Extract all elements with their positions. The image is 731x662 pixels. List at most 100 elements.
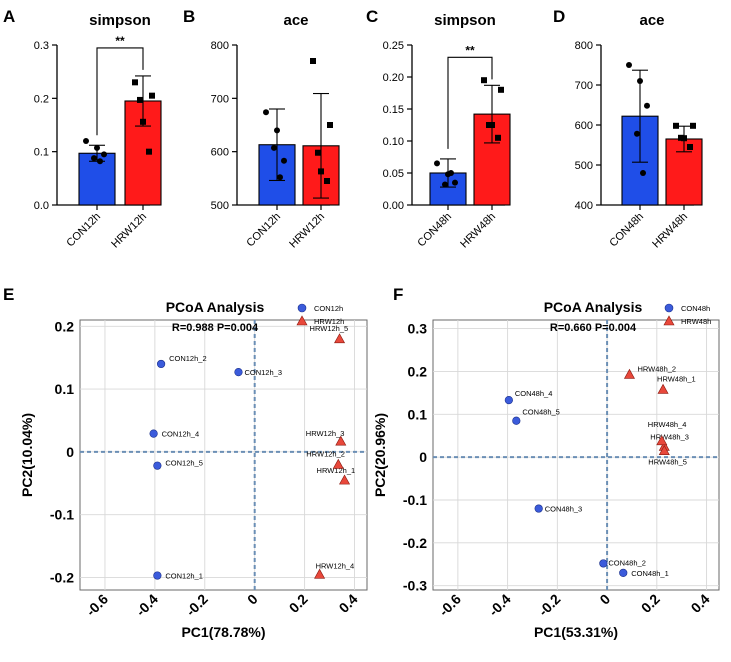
- x-tick-label: -0.4: [133, 591, 162, 620]
- y-tick-label: 0.1: [34, 147, 49, 159]
- data-point: [132, 79, 138, 86]
- point-label: CON48h_5: [522, 408, 560, 417]
- panel-label: A: [3, 7, 15, 26]
- data-point: [690, 122, 696, 129]
- y-tick-label: 0.00: [383, 200, 404, 212]
- data-point: [149, 92, 155, 99]
- x-tick-label: -0.6: [83, 591, 112, 620]
- data-point: [681, 135, 687, 142]
- y-axis-label: PC2(10.04%): [19, 413, 35, 497]
- bar-CON12h: [78, 152, 116, 206]
- scatter-point-HRW48h_4: [656, 435, 668, 446]
- y-tick-label: 0.15: [383, 104, 404, 116]
- y-tick-label: 0.2: [408, 363, 428, 379]
- data-point: [274, 127, 280, 134]
- y-tick-label: 800: [575, 40, 593, 52]
- scatter-point-CON48h_4: [504, 396, 513, 405]
- y-tick-label: 500: [575, 160, 593, 172]
- legend-marker-triangle: [663, 315, 675, 326]
- pcoa-stats: R=0.988 P=0.004: [172, 322, 259, 334]
- data-point: [495, 134, 501, 141]
- pcoa-stats: R=0.660 P=0.004: [550, 322, 637, 334]
- legend-label: CON48h: [681, 304, 710, 313]
- data-point: [91, 155, 97, 162]
- data-point: [137, 96, 143, 103]
- scatter-point-HRW12h_3: [335, 435, 347, 446]
- data-point: [452, 179, 458, 186]
- y-tick-label: 0.1: [55, 381, 75, 397]
- y-tick-label: 0.2: [55, 318, 75, 334]
- legend-label: CON12h: [314, 304, 343, 313]
- y-tick-label: 0.3: [34, 40, 49, 52]
- data-point: [442, 181, 448, 188]
- x-axis-label: PC1(53.31%): [534, 624, 618, 640]
- point-label: CON48h_4: [515, 389, 553, 398]
- data-point: [318, 168, 324, 175]
- data-point: [83, 138, 89, 144]
- data-point: [277, 174, 283, 181]
- legend-marker-circle: [297, 303, 307, 313]
- x-tick-label: CON48h: [607, 211, 646, 250]
- y-tick-label: -0.2: [50, 569, 74, 585]
- x-tick-label: 0: [244, 591, 261, 608]
- data-point: [498, 86, 504, 93]
- point-label: CON48h_3: [545, 505, 583, 514]
- scatter-point-CON48h_2: [599, 559, 608, 568]
- y-tick-label: 0.10: [383, 136, 404, 148]
- scatter-point-HRW12h_1: [339, 474, 351, 485]
- data-point: [489, 122, 495, 128]
- x-tick-label: HRW48h: [650, 211, 690, 251]
- chart-title: simpson: [434, 12, 496, 29]
- significance-bracket: [96, 47, 144, 136]
- pcoa-title: PCoA Analysis: [166, 299, 265, 315]
- y-tick-label: 600: [211, 147, 229, 159]
- plot-frame: [432, 319, 720, 591]
- legend-marker-triangle: [296, 315, 308, 326]
- data-point: [640, 170, 646, 176]
- x-tick-label: HRW12h: [109, 211, 149, 251]
- y-tick-label: 700: [575, 80, 593, 92]
- scatter-point-CON12h_1: [153, 571, 162, 580]
- scatter-point-CON48h_5: [512, 416, 521, 425]
- panel-label: D: [553, 7, 565, 26]
- scatter-point-CON48h_3: [534, 504, 543, 513]
- data-point: [281, 157, 287, 164]
- x-tick-label: 0.2: [286, 591, 311, 616]
- x-tick-label: 0.4: [688, 591, 713, 616]
- scatter-point-CON12h_4: [149, 429, 158, 438]
- x-tick-label: -0.2: [535, 591, 564, 620]
- point-label: CON48h_2: [608, 558, 646, 567]
- x-tick-label: -0.4: [485, 591, 514, 620]
- scatter-point-HRW12h_5: [334, 333, 346, 344]
- point-label: CON12h_3: [244, 368, 282, 377]
- x-tick-label: 0.4: [336, 591, 361, 616]
- point-label: HRW12h_1: [317, 466, 356, 475]
- y-tick-label: 800: [211, 40, 229, 52]
- y-tick-label: 0: [66, 444, 74, 460]
- data-point: [644, 102, 650, 109]
- point-label: CON12h_2: [169, 354, 207, 363]
- x-tick-label: 0: [596, 591, 613, 608]
- scatter-point-HRW12h_2: [332, 458, 344, 469]
- point-label: HRW48h_2: [637, 364, 676, 373]
- y-tick-label: -0.1: [403, 492, 427, 508]
- chart-title: ace: [283, 12, 308, 29]
- x-axis-label: PC1(78.78%): [181, 624, 265, 640]
- significance-label: **: [115, 34, 125, 48]
- data-point: [271, 144, 277, 151]
- legend-label: HRW48h: [681, 317, 711, 326]
- x-tick-label: -0.6: [436, 591, 465, 620]
- y-tick-label: 0.05: [383, 168, 404, 180]
- pcoa-title: PCoA Analysis: [544, 299, 643, 315]
- scatter-point-HRW48h_5: [658, 445, 670, 456]
- scatter-point-HRW48h_2: [623, 368, 635, 379]
- data-point: [687, 144, 693, 150]
- point-label: HRW48h_5: [648, 458, 687, 467]
- point-label: CON48h_1: [631, 569, 669, 578]
- x-tick-label: -0.2: [183, 591, 212, 620]
- data-point: [434, 160, 440, 167]
- y-tick-label: 0.2: [34, 93, 49, 105]
- y-tick-label: 0.0: [34, 200, 49, 212]
- data-point: [324, 178, 330, 184]
- point-label: HRW12h_4: [316, 561, 355, 570]
